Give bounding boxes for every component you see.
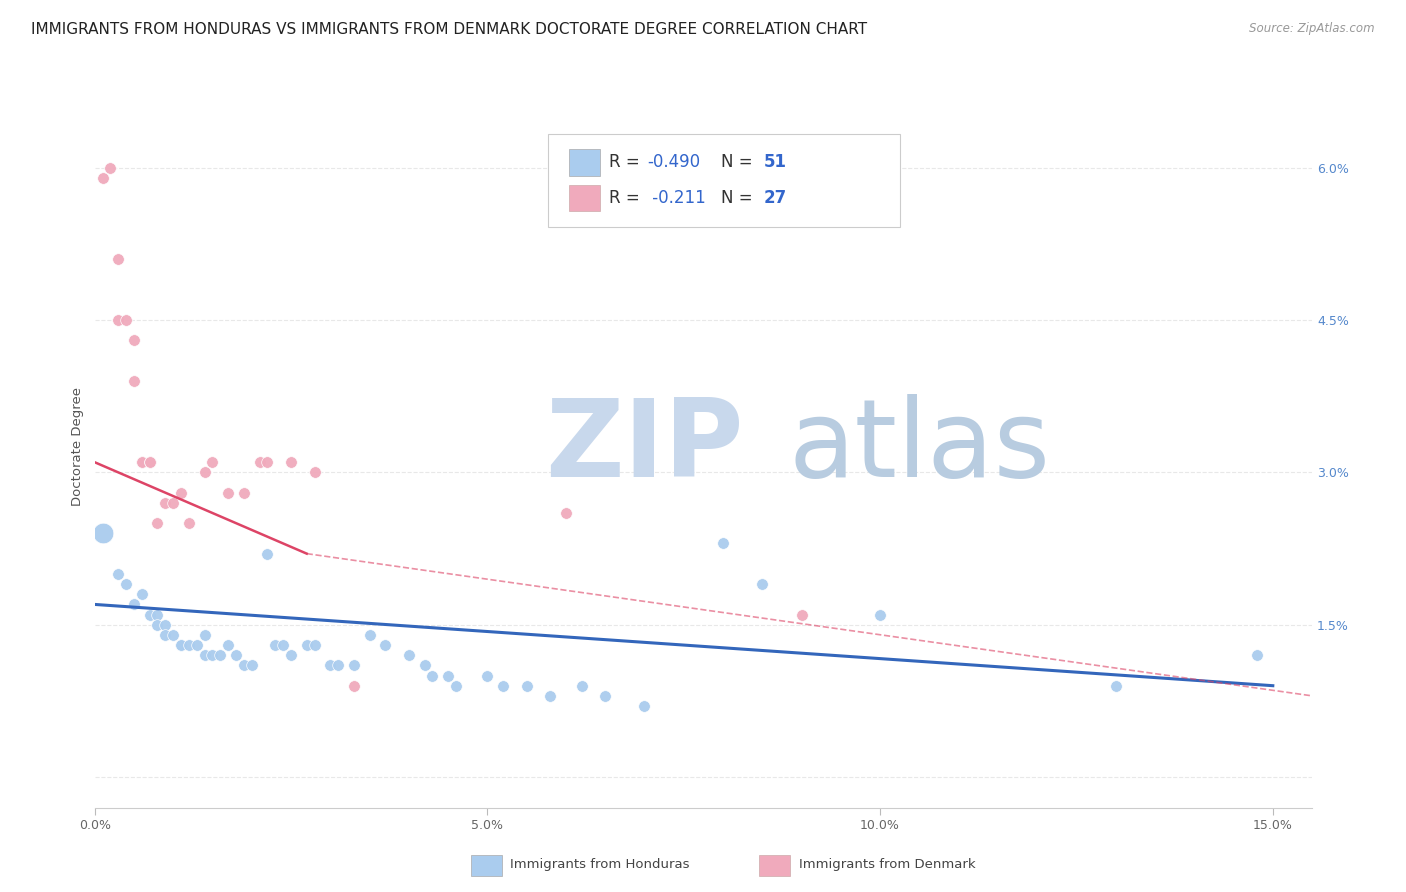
- Point: [751, 577, 773, 591]
- Point: [155, 496, 177, 510]
- Point: [155, 617, 177, 632]
- Point: [264, 638, 287, 652]
- Point: [107, 252, 129, 266]
- Point: [131, 455, 153, 469]
- Point: [225, 648, 247, 663]
- Point: [232, 658, 254, 673]
- Text: IMMIGRANTS FROM HONDURAS VS IMMIGRANTS FROM DENMARK DOCTORATE DEGREE CORRELATION: IMMIGRANTS FROM HONDURAS VS IMMIGRANTS F…: [31, 22, 868, 37]
- Point: [115, 313, 138, 327]
- Point: [107, 566, 129, 581]
- Text: R =: R =: [609, 153, 645, 171]
- Text: R =: R =: [609, 189, 645, 207]
- Point: [177, 638, 200, 652]
- Point: [217, 638, 239, 652]
- Point: [359, 628, 381, 642]
- Point: [304, 466, 326, 480]
- Point: [256, 547, 278, 561]
- Text: Source: ZipAtlas.com: Source: ZipAtlas.com: [1250, 22, 1375, 36]
- Point: [98, 161, 121, 175]
- Point: [374, 638, 396, 652]
- Text: ZIP: ZIP: [546, 394, 744, 500]
- Point: [790, 607, 813, 622]
- Point: [326, 658, 349, 673]
- Y-axis label: Doctorate Degree: Doctorate Degree: [72, 387, 84, 507]
- Point: [538, 689, 561, 703]
- Text: -0.211: -0.211: [647, 189, 706, 207]
- Text: 51: 51: [763, 153, 786, 171]
- Point: [194, 628, 217, 642]
- Point: [869, 607, 891, 622]
- Point: [232, 485, 254, 500]
- Text: Immigrants from Denmark: Immigrants from Denmark: [799, 858, 976, 871]
- Point: [131, 455, 153, 469]
- Point: [437, 668, 460, 682]
- Text: N =: N =: [721, 153, 758, 171]
- Point: [115, 577, 138, 591]
- Point: [1246, 648, 1268, 663]
- Point: [194, 648, 217, 663]
- Point: [122, 598, 145, 612]
- Point: [91, 170, 114, 185]
- Point: [201, 648, 224, 663]
- Point: [170, 638, 193, 652]
- Point: [209, 648, 232, 663]
- Point: [162, 628, 184, 642]
- Point: [107, 313, 129, 327]
- Text: -0.490: -0.490: [647, 153, 700, 171]
- Point: [280, 455, 302, 469]
- Point: [249, 455, 271, 469]
- Point: [492, 679, 515, 693]
- Point: [280, 648, 302, 663]
- Point: [146, 617, 169, 632]
- Point: [343, 679, 366, 693]
- Point: [295, 638, 318, 652]
- Text: 27: 27: [763, 189, 787, 207]
- Point: [155, 628, 177, 642]
- Point: [398, 648, 420, 663]
- Point: [201, 455, 224, 469]
- Point: [256, 455, 278, 469]
- Text: Immigrants from Honduras: Immigrants from Honduras: [510, 858, 690, 871]
- Point: [555, 506, 578, 520]
- Point: [593, 689, 616, 703]
- Point: [122, 374, 145, 388]
- Point: [240, 658, 263, 673]
- Point: [138, 455, 160, 469]
- Point: [516, 679, 538, 693]
- Point: [217, 485, 239, 500]
- Point: [146, 516, 169, 531]
- Point: [194, 466, 217, 480]
- Point: [170, 638, 193, 652]
- Point: [304, 638, 326, 652]
- Point: [413, 658, 436, 673]
- Point: [170, 485, 193, 500]
- Point: [131, 587, 153, 601]
- Point: [146, 607, 169, 622]
- Point: [177, 516, 200, 531]
- Point: [711, 536, 734, 550]
- Point: [271, 638, 294, 652]
- Point: [319, 658, 342, 673]
- Point: [122, 334, 145, 348]
- Point: [343, 658, 366, 673]
- Point: [1105, 679, 1128, 693]
- Point: [444, 679, 467, 693]
- Point: [633, 698, 655, 713]
- Text: atlas: atlas: [789, 394, 1050, 500]
- Point: [91, 526, 114, 541]
- Point: [186, 638, 208, 652]
- Point: [138, 607, 160, 622]
- Point: [422, 668, 444, 682]
- Point: [477, 668, 499, 682]
- Point: [571, 679, 593, 693]
- Text: N =: N =: [721, 189, 758, 207]
- Point: [138, 455, 160, 469]
- Point: [162, 496, 184, 510]
